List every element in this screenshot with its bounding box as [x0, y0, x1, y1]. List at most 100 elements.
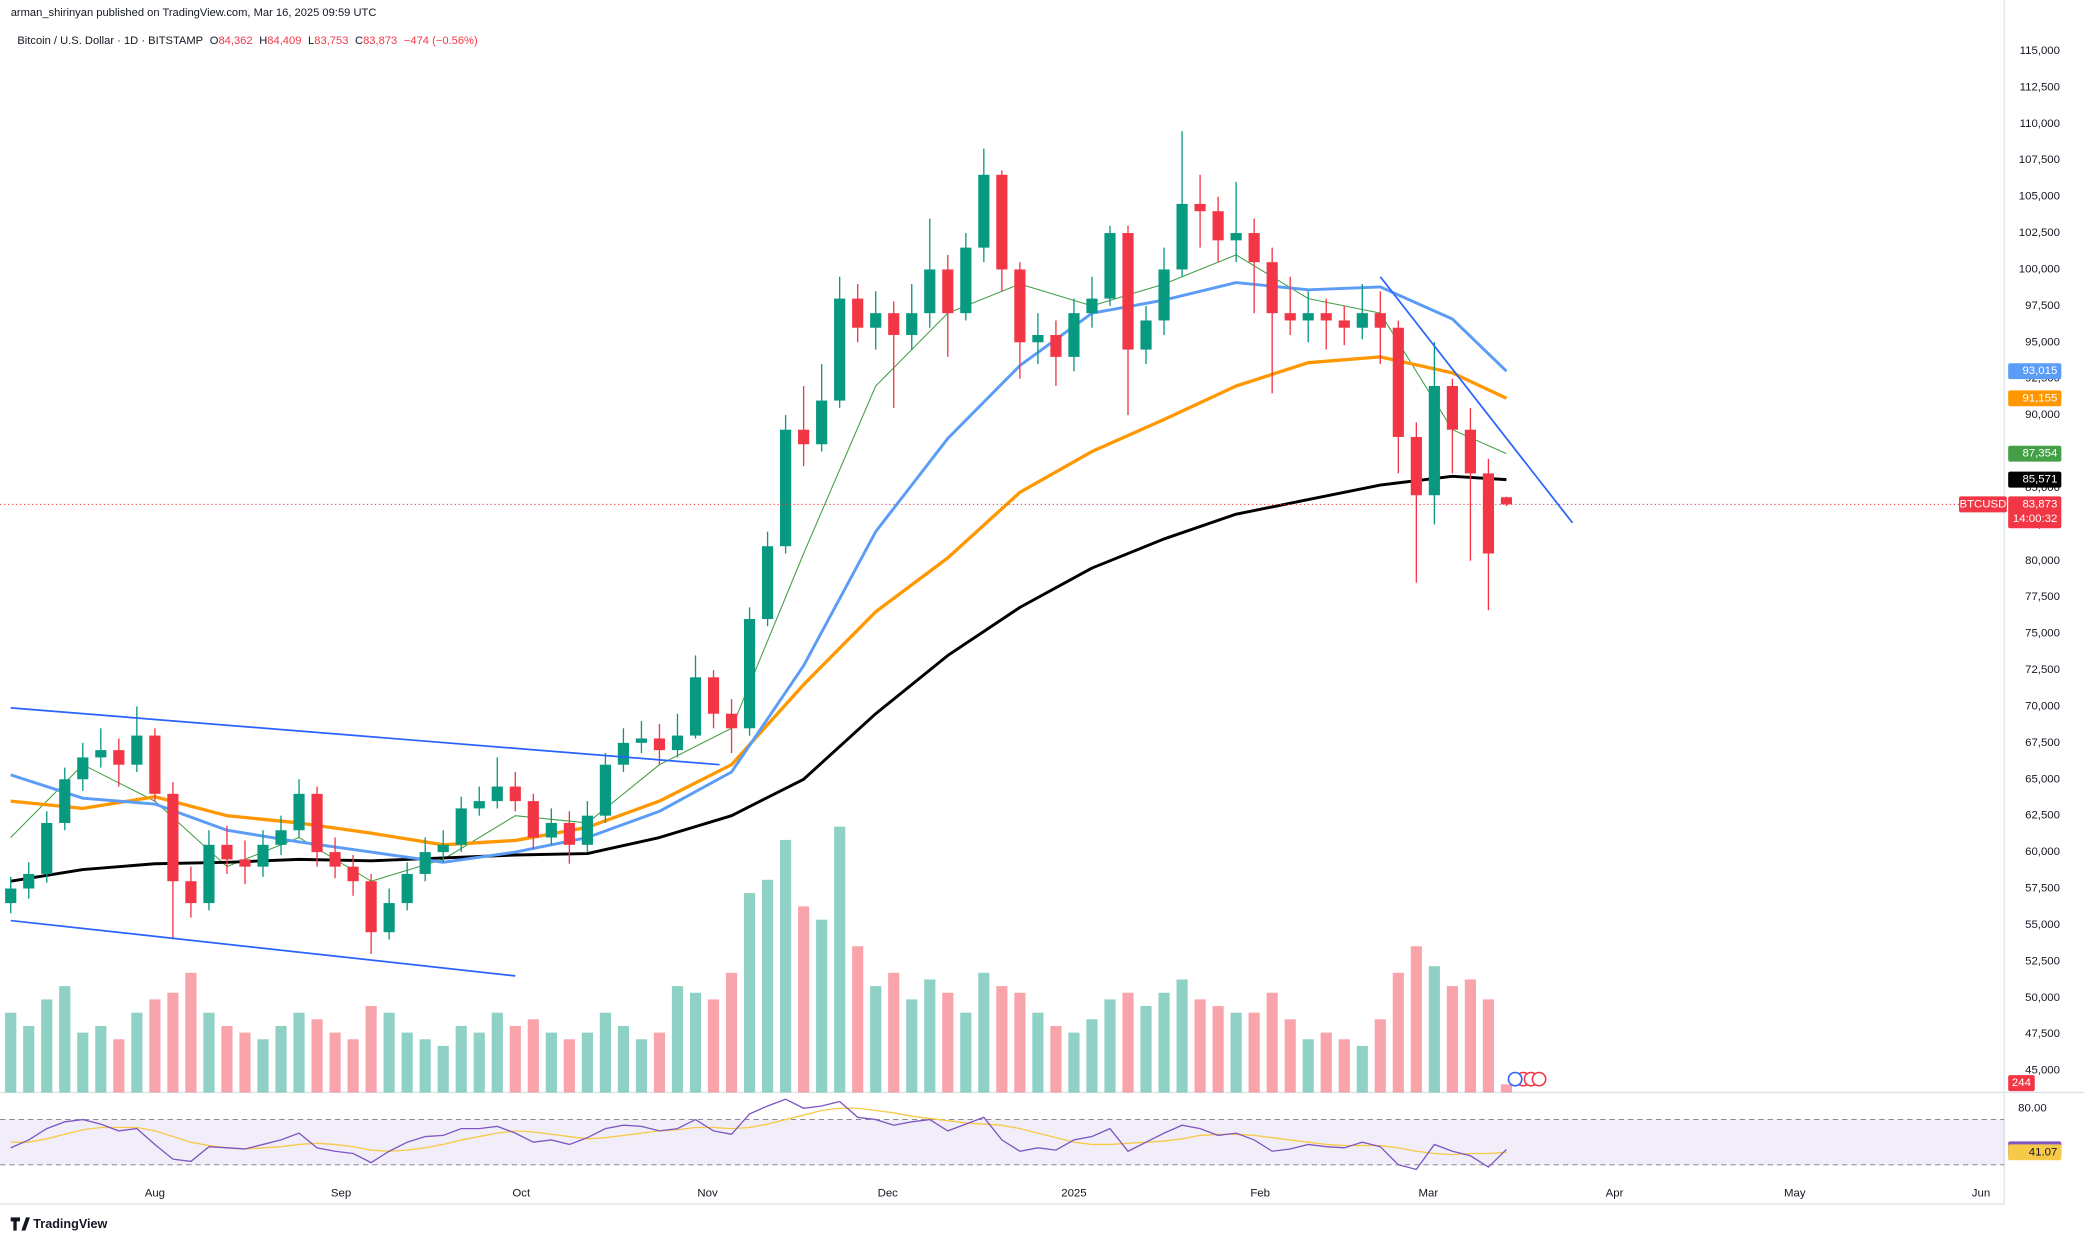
- volume-bar: [1410, 946, 1422, 1093]
- volume-bar: [1194, 999, 1206, 1093]
- volume-bar: [671, 986, 684, 1093]
- logo-mark: [10, 1217, 30, 1231]
- tv-logo: TradingView: [10, 1217, 108, 1231]
- candle-body: [924, 269, 936, 314]
- volume-bar: [1428, 966, 1440, 1093]
- candle-layer: [5, 131, 1513, 955]
- volume-bar: [509, 1025, 521, 1093]
- x-tick-label: 2025: [1061, 1187, 1086, 1199]
- y-tick-label: 102,500: [2019, 227, 2060, 239]
- volume-bar: [329, 1032, 341, 1093]
- rsi-line: [10, 1098, 1507, 1171]
- candle-body: [888, 313, 900, 336]
- volume-bar: [1014, 992, 1026, 1093]
- y-tick-label: 50,000: [2025, 992, 2060, 1004]
- candle-body: [671, 735, 684, 751]
- last-price-label: 83,873: [2022, 498, 2057, 510]
- candle-body: [1446, 385, 1458, 430]
- volume-bar: [383, 1012, 395, 1093]
- candle-body: [545, 822, 557, 838]
- volume-bar: [545, 1032, 557, 1093]
- x-tick-label: May: [1784, 1187, 1806, 1199]
- candle-body: [1176, 203, 1188, 270]
- volume-bar: [113, 1039, 125, 1093]
- candle-body: [780, 429, 792, 547]
- candle-body: [1320, 313, 1332, 321]
- volume-bar: [455, 1025, 467, 1093]
- volume-bar: [185, 972, 197, 1093]
- y-tick-label: 115,000: [2020, 45, 2060, 57]
- rsi-tick-label: 80.00: [2018, 1102, 2047, 1114]
- candle-body: [1122, 233, 1134, 350]
- ma-last-label: 87,354: [2022, 448, 2058, 460]
- volume-bar: [743, 893, 756, 1093]
- trendline: [1379, 276, 1574, 524]
- candle-body: [1464, 429, 1476, 474]
- volume-bar: [942, 992, 954, 1093]
- y-tick-label: 90,000: [2025, 409, 2060, 421]
- volume-bar: [1302, 1039, 1314, 1093]
- volume-bar: [131, 1012, 143, 1093]
- candle-body: [960, 247, 972, 314]
- ohlc-key: C: [355, 35, 363, 47]
- volume-bar: [996, 986, 1008, 1093]
- candle-body: [365, 881, 377, 933]
- volume-bar: [1230, 1012, 1242, 1093]
- candle-body: [798, 429, 810, 445]
- candle-body: [816, 400, 828, 445]
- y-tick-label: 62,500: [2025, 810, 2060, 822]
- candle-body: [509, 786, 521, 802]
- candle-body: [870, 313, 882, 328]
- candle-body: [689, 677, 702, 736]
- candle-body: [437, 844, 449, 853]
- candle-body: [59, 779, 71, 823]
- candle-body: [1500, 497, 1513, 505]
- volume-bar: [978, 972, 990, 1093]
- volume-bar: [960, 1012, 972, 1093]
- volume-bar: [257, 1039, 269, 1093]
- volume-bar: [635, 1039, 648, 1093]
- volume-bar: [1392, 972, 1404, 1093]
- volume-bar: [311, 1019, 323, 1093]
- volume-bar: [401, 1032, 413, 1093]
- candle-body: [1158, 269, 1170, 321]
- y-tick-label: 45,000: [2025, 1065, 2060, 1077]
- candle-body: [1410, 436, 1422, 496]
- candle-body: [347, 866, 359, 882]
- candle-body: [203, 844, 215, 904]
- event-icon[interactable]: [1507, 1071, 1523, 1087]
- volume-bar: [5, 1012, 17, 1093]
- volume-bar: [473, 1032, 485, 1093]
- y-tick-label: 105,000: [2019, 191, 2060, 203]
- x-tick-label: Mar: [1419, 1187, 1439, 1199]
- candle-body: [293, 793, 305, 831]
- change: −474 (−0.56%): [404, 35, 478, 47]
- rsi-ma-last-label-box: [2008, 1144, 2062, 1161]
- volume-bar: [23, 1025, 35, 1093]
- volume-bar: [1212, 1006, 1224, 1093]
- candle-body: [1374, 313, 1386, 328]
- y-tick-label: 100,000: [2019, 263, 2060, 275]
- volume-bar: [491, 1012, 503, 1093]
- volume-last-box: [2008, 1075, 2035, 1092]
- ma-last-label-box: [2008, 363, 2062, 380]
- candle-body: [473, 801, 485, 809]
- volume-bar: [167, 992, 179, 1093]
- candle-body: [455, 808, 467, 845]
- volume-bar: [689, 992, 702, 1093]
- candle-body: [707, 677, 720, 714]
- volume-bar: [798, 906, 810, 1093]
- candle-body: [653, 738, 666, 751]
- candle-body: [527, 801, 539, 838]
- event-icons[interactable]: [1507, 1071, 1547, 1087]
- volume-bar: [1338, 1039, 1350, 1093]
- candle-body: [1194, 203, 1206, 212]
- event-icon[interactable]: [1531, 1071, 1547, 1087]
- candle-body: [239, 859, 251, 867]
- trendline: [10, 707, 720, 766]
- candle-body: [221, 844, 233, 860]
- y-tick-label: 75,000: [2025, 628, 2060, 640]
- candle-body: [1482, 473, 1495, 554]
- candle-body: [581, 815, 593, 845]
